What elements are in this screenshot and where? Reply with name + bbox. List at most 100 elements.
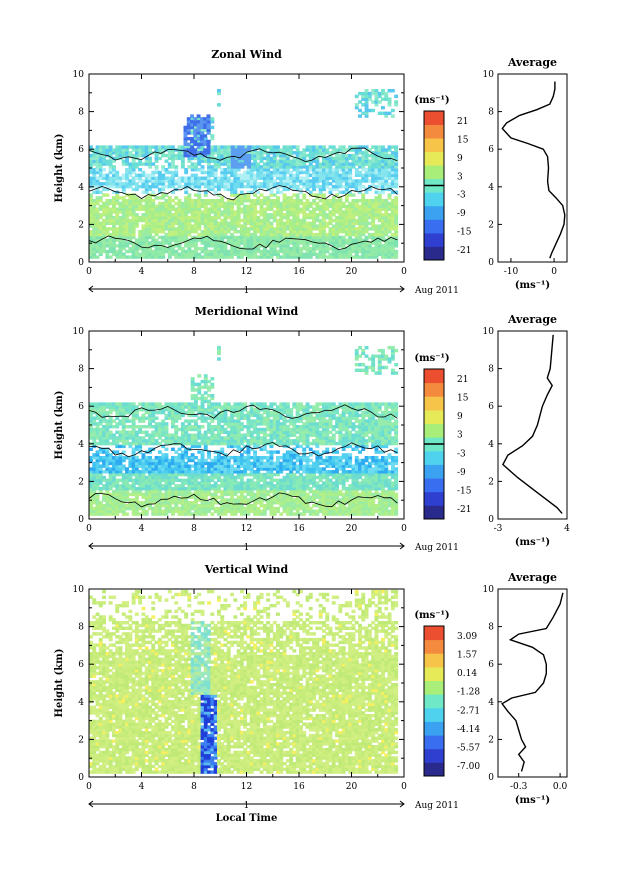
y-tick-label: 8 xyxy=(78,623,84,633)
colorbar-unit: (ms⁻¹) xyxy=(414,610,449,621)
colorbar-tick-label: -3 xyxy=(457,449,466,459)
colorbar-swatch xyxy=(424,464,444,479)
profile-x-tick-label: 0 xyxy=(551,267,557,277)
colorbar-tick-label: 3 xyxy=(457,431,463,441)
panel-title: Meridional Wind xyxy=(195,305,299,318)
y-tick-label: 6 xyxy=(78,660,84,670)
colorbar-swatch xyxy=(424,382,444,397)
profile-title: Average xyxy=(507,56,557,69)
x-tick-label: 20 xyxy=(346,782,358,792)
colorbar: (ms⁻¹) 21 15 9 3 -3 -9 -15 -21 xyxy=(414,95,472,261)
colorbar-swatch xyxy=(424,748,444,763)
colorbar-tick-label: -15 xyxy=(457,228,472,238)
y-tick-label: 10 xyxy=(73,327,85,337)
profile-y-tick-label: 10 xyxy=(483,327,495,337)
x-tick-label: 4 xyxy=(139,782,145,792)
x-tick-label: 0 xyxy=(86,267,92,277)
x-tick-label: 0 xyxy=(401,782,407,792)
panel-title: Vertical Wind xyxy=(204,563,289,576)
profile-x-tick-label: -3 xyxy=(494,524,503,534)
colorbar: (ms⁻¹) 3.09 1.57 0.14 -1.28 -2.71 -4.14 -5.57 -7… xyxy=(414,610,480,777)
panel-title: Zonal Wind xyxy=(211,48,282,61)
x-tick-label: 4 xyxy=(139,267,145,277)
x-tick-label: 0 xyxy=(86,782,92,792)
day-axis-arrow-right xyxy=(399,542,405,550)
colorbar-swatch xyxy=(424,666,444,681)
profile-y-tick-label: 6 xyxy=(488,660,494,670)
y-tick-label: 2 xyxy=(78,735,84,745)
colorbar-swatch xyxy=(424,423,444,438)
x-axis-label: Local Time xyxy=(216,813,278,824)
colorbar-swatch xyxy=(424,735,444,750)
colorbar-tick-label: -2.71 xyxy=(457,706,480,716)
day-axis-label: 1 xyxy=(244,543,250,553)
contour-lines xyxy=(88,147,398,251)
profile-frame xyxy=(497,73,568,263)
colorbar-tick-label: -4.14 xyxy=(457,725,480,735)
y-tick-label: 10 xyxy=(73,585,85,595)
colorbar-swatch xyxy=(424,124,444,139)
average-profile: Average 0 2 4 6 8 10 -3 4 (ms⁻¹) xyxy=(483,313,571,548)
y-tick-label: 4 xyxy=(78,698,84,708)
x-tick-label: 16 xyxy=(293,524,305,534)
profile-x-label: (ms⁻¹) xyxy=(515,795,550,806)
colorbar-tick-label: 21 xyxy=(457,117,468,127)
y-tick-label: 6 xyxy=(78,402,84,412)
colorbar-tick-label: -15 xyxy=(457,486,472,496)
profile-x-label: (ms⁻¹) xyxy=(515,537,550,548)
colorbar-tick-label: -9 xyxy=(457,209,466,219)
colorbar-tick-label: -21 xyxy=(457,246,472,256)
profile-y-tick-label: 6 xyxy=(488,145,494,155)
day-axis-range-label: Aug 2011 xyxy=(414,801,459,811)
profile-y-tick-label: 0 xyxy=(488,773,494,783)
colorbar-swatch xyxy=(424,639,444,654)
colorbar-swatch xyxy=(424,505,444,520)
profile-y-tick-label: 10 xyxy=(483,585,495,595)
colorbar-swatch xyxy=(424,205,444,220)
x-tick-label: 20 xyxy=(346,267,358,277)
x-tick-label: 20 xyxy=(346,524,358,534)
colorbar-tick-label: 15 xyxy=(457,394,469,404)
profile-x-tick-label: 4 xyxy=(564,524,570,534)
colorbar-swatch xyxy=(424,680,444,695)
profile-frame xyxy=(497,588,568,778)
y-tick-label: 8 xyxy=(78,108,84,118)
colorbar-swatch xyxy=(424,151,444,166)
profile-line xyxy=(502,334,563,514)
colorbar-swatch xyxy=(424,721,444,736)
profile-y-tick-label: 0 xyxy=(488,258,494,268)
day-axis-arrow-left xyxy=(88,800,94,808)
colorbar-swatch xyxy=(424,165,444,180)
day-axis-arrow-left xyxy=(88,285,94,293)
colorbar-swatch xyxy=(424,450,444,465)
colorbar-swatch xyxy=(424,138,444,153)
colorbar-unit: (ms⁻¹) xyxy=(414,353,449,364)
y-tick-label: 6 xyxy=(78,145,84,155)
x-tick-label: 0 xyxy=(401,267,407,277)
x-tick-label: 12 xyxy=(241,267,252,277)
profile-title: Average xyxy=(507,313,557,326)
x-tick-label: 8 xyxy=(191,524,197,534)
colorbar-frame xyxy=(423,625,445,777)
x-tick-label: 0 xyxy=(86,524,92,534)
day-axis-arrow-right xyxy=(399,285,405,293)
y-tick-label: 8 xyxy=(78,365,84,375)
colorbar-tick-label: 21 xyxy=(457,375,468,385)
y-tick-label: 0 xyxy=(78,258,84,268)
colorbar-swatch xyxy=(424,707,444,722)
colorbar-swatch xyxy=(424,626,444,641)
y-tick-label: 2 xyxy=(78,477,84,487)
colorbar-unit: (ms⁻¹) xyxy=(414,95,449,106)
heatmap-cells xyxy=(89,89,399,259)
y-tick-label: 4 xyxy=(78,183,84,193)
profile-line xyxy=(501,592,564,772)
x-tick-label: 16 xyxy=(293,782,305,792)
profile-y-tick-label: 2 xyxy=(488,477,494,487)
day-axis-label: 1 xyxy=(244,801,250,811)
profile-y-tick-label: 2 xyxy=(488,735,494,745)
day-axis-arrow-right xyxy=(399,800,405,808)
heatmap-cells xyxy=(89,346,399,516)
